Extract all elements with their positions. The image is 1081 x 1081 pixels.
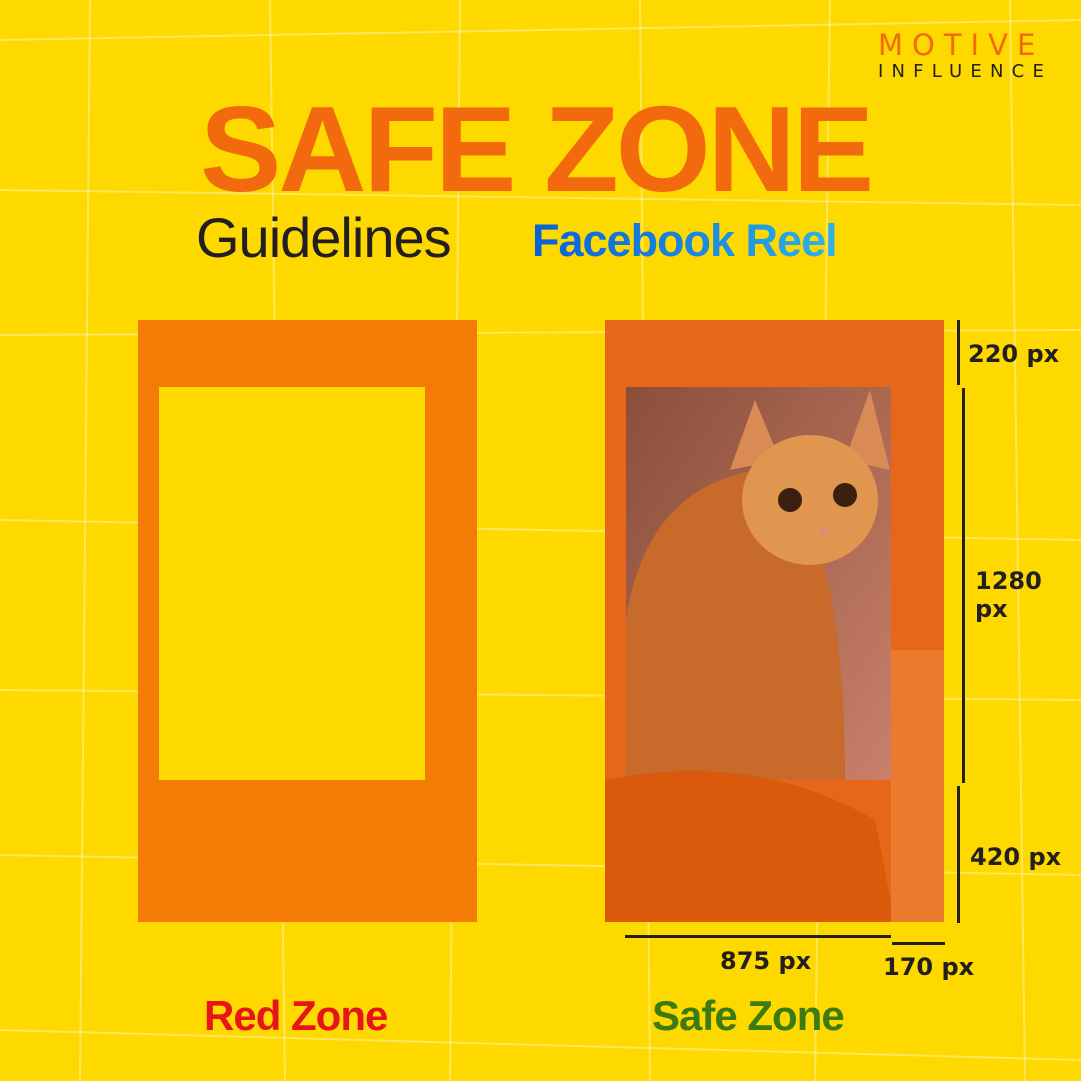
dimension-line-middle [962, 388, 965, 783]
measure-width: 875 px [720, 947, 812, 975]
cat-photo [605, 387, 944, 922]
safe-zone-frame [605, 320, 944, 922]
measure-bottom: 420 px [970, 843, 1062, 871]
platform-label: Facebook Reel [532, 215, 838, 266]
logo-motive: MOTIVE [878, 28, 1045, 62]
dimension-line-side [892, 942, 945, 945]
dimension-line-bottom [957, 786, 960, 923]
red-zone-inner-area [159, 387, 425, 780]
measure-side: 170 px [883, 953, 975, 981]
dimension-line-top [957, 320, 960, 385]
subtitle: Guidelines [196, 206, 452, 269]
dimension-line-width [625, 935, 891, 938]
measure-top: 220 px [968, 340, 1060, 368]
red-zone-label: Red Zone [204, 992, 388, 1039]
safe-zone-label: Safe Zone [652, 992, 845, 1039]
logo-influence: INFLUENCE [878, 61, 1053, 82]
page-title: SAFE ZONE [200, 81, 874, 217]
measure-middle: 1280 px [975, 567, 1042, 623]
